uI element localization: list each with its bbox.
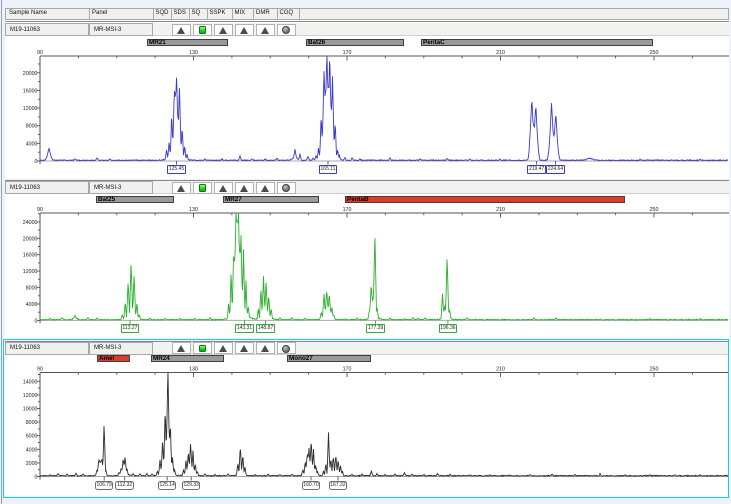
svg-text:170: 170 (343, 366, 352, 372)
svg-text:0: 0 (35, 475, 38, 481)
svg-text:12000: 12000 (23, 106, 38, 112)
svg-text:90: 90 (37, 366, 43, 372)
svg-text:0: 0 (35, 318, 38, 324)
svg-text:12000: 12000 (23, 269, 38, 275)
svg-text:170: 170 (343, 207, 352, 213)
svg-text:24000: 24000 (23, 220, 38, 226)
svg-text:20000: 20000 (23, 71, 38, 77)
svg-text:250: 250 (650, 366, 659, 372)
svg-text:210: 210 (496, 50, 505, 56)
svg-text:90: 90 (37, 50, 43, 56)
svg-text:130: 130 (189, 366, 198, 372)
svg-text:130: 130 (189, 207, 198, 213)
svg-text:0: 0 (35, 159, 38, 165)
svg-text:16000: 16000 (23, 88, 38, 94)
svg-text:4000: 4000 (26, 302, 38, 308)
svg-text:8000: 8000 (26, 286, 38, 292)
svg-text:4000: 4000 (26, 447, 38, 453)
svg-text:4000: 4000 (26, 141, 38, 147)
svg-text:14000: 14000 (23, 379, 38, 385)
svg-text:12000: 12000 (23, 393, 38, 399)
svg-text:8000: 8000 (26, 124, 38, 130)
svg-text:210: 210 (496, 207, 505, 213)
svg-text:10000: 10000 (23, 407, 38, 413)
svg-text:8000: 8000 (26, 420, 38, 426)
svg-text:250: 250 (650, 50, 659, 56)
svg-text:250: 250 (650, 207, 659, 213)
svg-text:170: 170 (343, 50, 352, 56)
svg-text:20000: 20000 (23, 236, 38, 242)
svg-text:6000: 6000 (26, 434, 38, 440)
svg-text:16000: 16000 (23, 253, 38, 259)
svg-text:210: 210 (496, 366, 505, 372)
svg-text:130: 130 (189, 50, 198, 56)
svg-text:90: 90 (37, 207, 43, 213)
svg-text:2000: 2000 (26, 461, 38, 467)
